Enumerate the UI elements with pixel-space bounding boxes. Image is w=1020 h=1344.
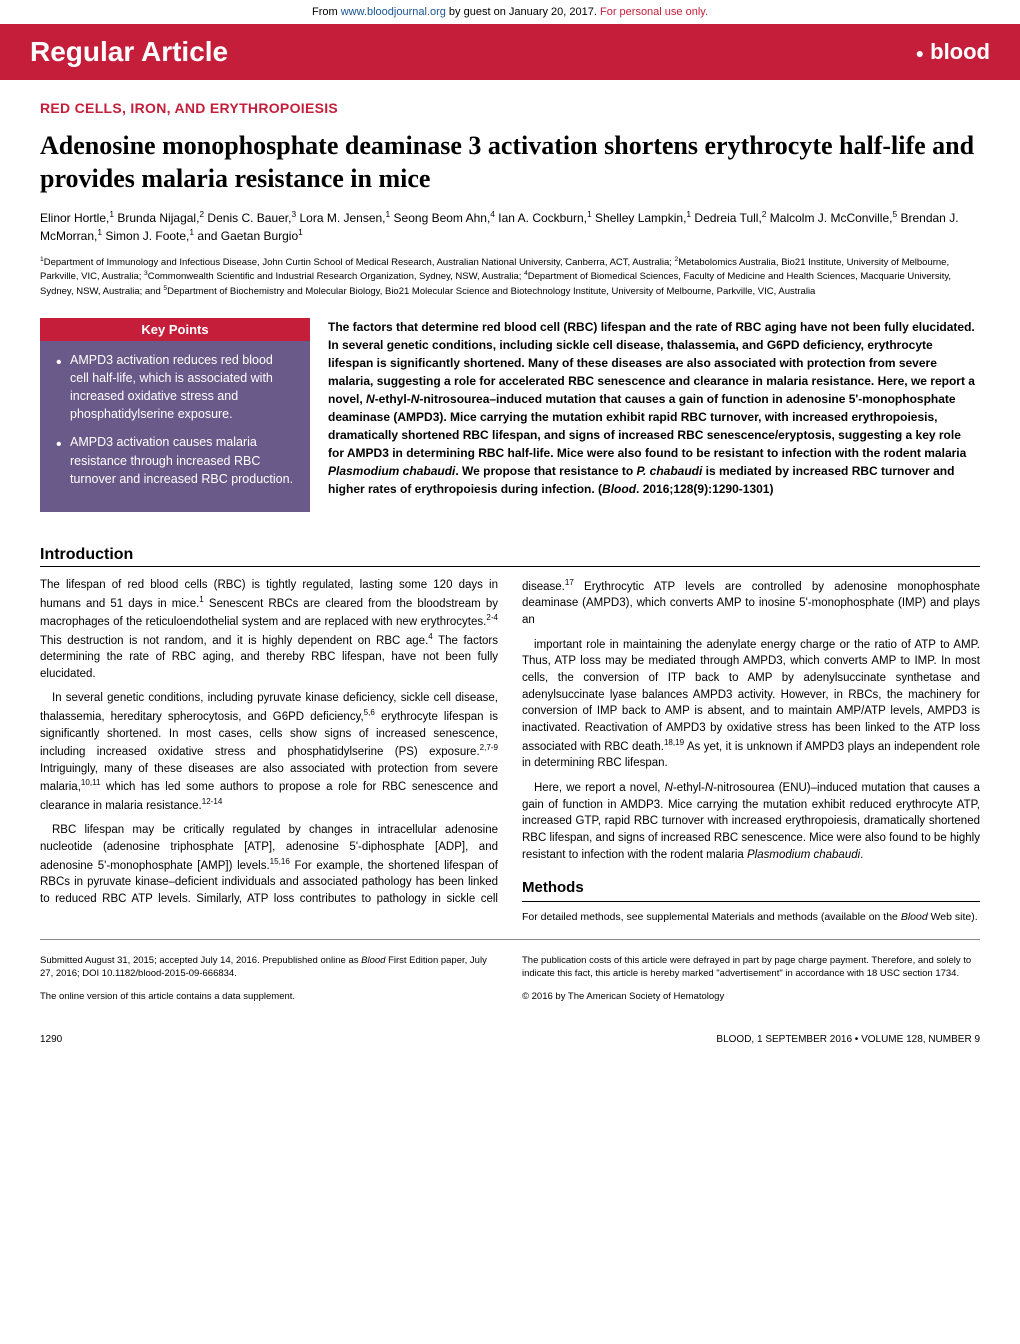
intro-paragraph: The lifespan of red blood cells (RBC) is… <box>40 577 498 683</box>
banner-suffix: For personal use only. <box>600 6 708 18</box>
supplement-note: The online version of this article conta… <box>40 990 498 1003</box>
key-points-box: Key Points AMPD3 activation reduces red … <box>40 318 310 512</box>
abstract: The factors that determine red blood cel… <box>328 318 980 498</box>
page-number: 1290 <box>40 1034 62 1045</box>
section-label: RED CELLS, IRON, AND ERYTHROPOIESIS <box>40 100 980 116</box>
key-points-list: AMPD3 activation reduces red blood cell … <box>56 351 294 488</box>
keypoints-abstract-row: Key Points AMPD3 activation reduces red … <box>40 318 980 512</box>
introduction-body: The lifespan of red blood cells (RBC) is… <box>40 577 980 925</box>
key-point-item: AMPD3 activation causes malaria resistan… <box>56 433 294 487</box>
footer-divider <box>40 939 980 940</box>
methods-text: For detailed methods, see supplemental M… <box>522 910 980 925</box>
banner-link[interactable]: www.bloodjournal.org <box>341 6 446 18</box>
page-footer: 1290 BLOOD, 1 SEPTEMBER 2016 • VOLUME 12… <box>0 1024 1020 1065</box>
intro-paragraph: In several genetic conditions, including… <box>40 690 498 814</box>
methods-heading: Methods <box>522 877 980 902</box>
journal-header: Regular Article blood <box>0 24 1020 80</box>
citation-footer: BLOOD, 1 SEPTEMBER 2016 • VOLUME 128, NU… <box>716 1034 980 1045</box>
access-banner: From www.bloodjournal.org by guest on Ja… <box>0 0 1020 24</box>
key-point-item: AMPD3 activation reduces red blood cell … <box>56 351 294 424</box>
author-list: Elinor Hortle,1 Brunda Nijagal,2 Denis C… <box>40 209 980 245</box>
intro-paragraph: important role in maintaining the adenyl… <box>522 637 980 772</box>
affiliations: 1Department of Immunology and Infectious… <box>40 255 980 298</box>
publication-costs: The publication costs of this article we… <box>522 954 980 981</box>
key-points-heading: Key Points <box>40 318 310 341</box>
banner-prefix: From <box>312 6 341 18</box>
article-content: RED CELLS, IRON, AND ERYTHROPOIESIS Aden… <box>0 80 1020 1024</box>
article-footer: Submitted August 31, 2015; accepted July… <box>40 954 980 1004</box>
introduction-heading: Introduction <box>40 546 980 567</box>
footer-right-column: The publication costs of this article we… <box>522 954 980 1004</box>
intro-paragraph: Here, we report a novel, N-ethyl-N-nitro… <box>522 780 980 863</box>
footer-left-column: Submitted August 31, 2015; accepted July… <box>40 954 498 1004</box>
journal-logo: blood <box>916 39 990 65</box>
banner-middle: by guest on January 20, 2017. <box>446 6 600 18</box>
submission-info: Submitted August 31, 2015; accepted July… <box>40 954 498 981</box>
copyright: © 2016 by The American Society of Hemato… <box>522 990 980 1003</box>
article-type: Regular Article <box>30 36 228 68</box>
article-title: Adenosine monophosphate deaminase 3 acti… <box>40 130 980 195</box>
